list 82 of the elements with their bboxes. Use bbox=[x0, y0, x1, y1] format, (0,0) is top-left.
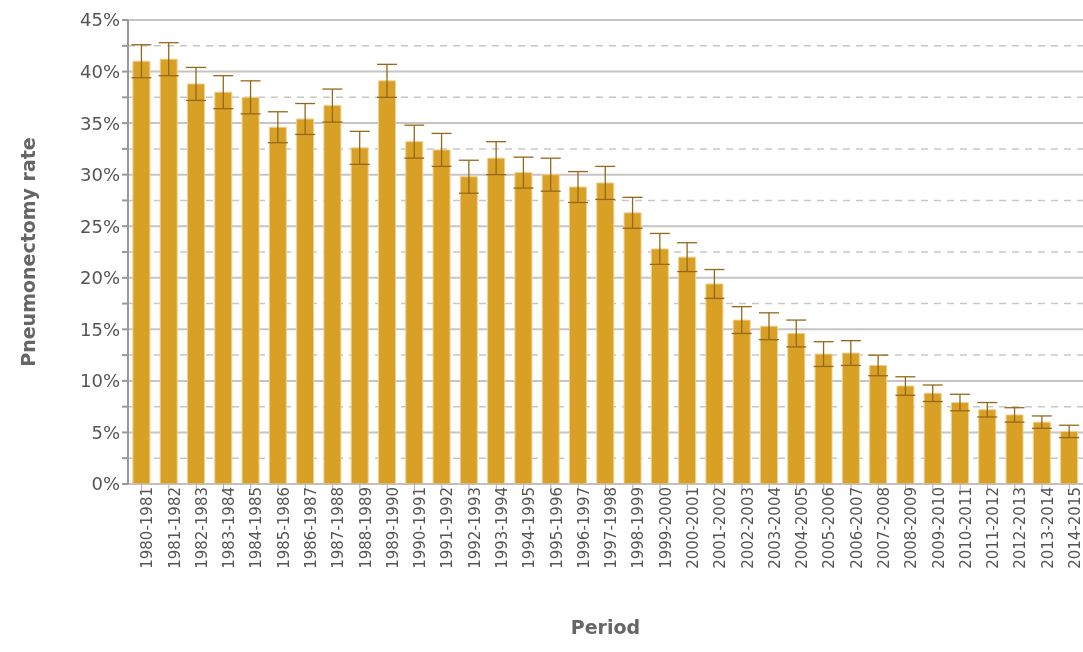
x-tick-label: 2003-2004 bbox=[765, 487, 784, 569]
x-tick-label: 1983-1984 bbox=[220, 487, 239, 569]
bar bbox=[268, 126, 287, 484]
x-tick-label: 2011-2012 bbox=[984, 487, 1003, 569]
bar bbox=[377, 80, 396, 484]
x-tick-label: 2002-2003 bbox=[738, 487, 757, 569]
bar bbox=[1060, 430, 1079, 484]
bar bbox=[350, 147, 369, 484]
x-tick-label: 2007-2008 bbox=[875, 487, 894, 569]
x-tick-label: 1991-1992 bbox=[438, 487, 457, 569]
bar bbox=[896, 385, 915, 484]
x-tick-label: 1992-1993 bbox=[465, 487, 484, 569]
bar bbox=[869, 364, 888, 484]
x-tick-label: 1985-1986 bbox=[274, 487, 293, 569]
x-tick-label: 1997-1998 bbox=[602, 487, 621, 569]
bar bbox=[705, 283, 724, 484]
x-tick-label: 1995-1996 bbox=[547, 487, 566, 569]
bar bbox=[623, 212, 642, 484]
x-tick-label: 2009-2010 bbox=[929, 487, 948, 569]
bar bbox=[568, 186, 587, 484]
y-axis-title: Pneumonectomy rate bbox=[16, 137, 39, 367]
bar bbox=[950, 402, 969, 484]
bar bbox=[759, 325, 778, 484]
y-tick-label: 35% bbox=[79, 112, 120, 134]
x-tick-label: 2000-2001 bbox=[684, 487, 703, 569]
bar bbox=[596, 182, 615, 484]
bar bbox=[732, 319, 751, 484]
y-tick-label: 5% bbox=[91, 421, 120, 443]
x-tick-label: 1987-1988 bbox=[329, 487, 348, 569]
bar bbox=[186, 83, 205, 484]
bar bbox=[241, 96, 260, 484]
y-tick-label: 20% bbox=[79, 267, 120, 289]
bar bbox=[159, 58, 178, 484]
bar bbox=[459, 176, 478, 484]
x-tick-label: 1980-1981 bbox=[138, 487, 157, 569]
x-tick-label: 1986-1987 bbox=[302, 487, 321, 569]
x-tick-label: 1981-1982 bbox=[165, 487, 184, 569]
x-tick-label: 1989-1990 bbox=[383, 487, 402, 569]
x-tick-label: 2010-2011 bbox=[956, 487, 975, 569]
x-tick-label: 2004-2005 bbox=[793, 487, 812, 569]
x-tick-label: 1988-1989 bbox=[356, 487, 375, 569]
bar bbox=[514, 172, 533, 484]
x-tick-label: 2001-2002 bbox=[711, 487, 730, 569]
bar bbox=[650, 248, 669, 484]
bar bbox=[405, 141, 424, 484]
x-axis-title: Period bbox=[570, 616, 641, 638]
bar bbox=[487, 157, 506, 484]
x-tick-label: 2008-2009 bbox=[902, 487, 921, 569]
x-tick-label: 2006-2007 bbox=[847, 487, 866, 569]
y-tick-label: 10% bbox=[79, 370, 120, 392]
bar bbox=[323, 105, 342, 484]
y-tick-label: 0% bbox=[91, 473, 120, 495]
bar bbox=[923, 392, 942, 484]
x-tick-label: 1998-1999 bbox=[629, 487, 648, 569]
x-tick-label: 1994-1995 bbox=[520, 487, 539, 569]
bar bbox=[296, 118, 315, 484]
bar bbox=[432, 149, 451, 484]
x-tick-label: 2014-2015 bbox=[1066, 487, 1083, 569]
bar bbox=[787, 332, 806, 484]
bar bbox=[814, 353, 833, 484]
x-tick-label: 1996-1997 bbox=[574, 487, 593, 569]
y-tick-label: 15% bbox=[79, 318, 120, 340]
x-tick-label: 2005-2006 bbox=[820, 487, 839, 569]
bar bbox=[132, 60, 151, 484]
y-tick-label: 45% bbox=[79, 9, 120, 31]
x-tick-label: 2013-2014 bbox=[1038, 487, 1057, 569]
bar bbox=[978, 409, 997, 484]
y-tick-label: 25% bbox=[79, 215, 120, 237]
bar bbox=[1032, 421, 1051, 484]
y-tick-label: 30% bbox=[79, 164, 120, 186]
x-tick-label: 1990-1991 bbox=[411, 487, 430, 569]
bar bbox=[541, 174, 560, 484]
x-tick-label: 1984-1985 bbox=[247, 487, 266, 569]
x-tick-label: 1993-1994 bbox=[493, 487, 512, 569]
bar bbox=[841, 352, 860, 484]
x-tick-label: 1999-2000 bbox=[656, 487, 675, 569]
x-tick-label: 1982-1983 bbox=[192, 487, 211, 569]
bar bbox=[214, 91, 233, 484]
x-tick-label: 2012-2013 bbox=[1011, 487, 1030, 569]
bar bbox=[678, 256, 697, 484]
bar bbox=[1005, 414, 1024, 484]
y-tick-label: 40% bbox=[79, 60, 120, 82]
